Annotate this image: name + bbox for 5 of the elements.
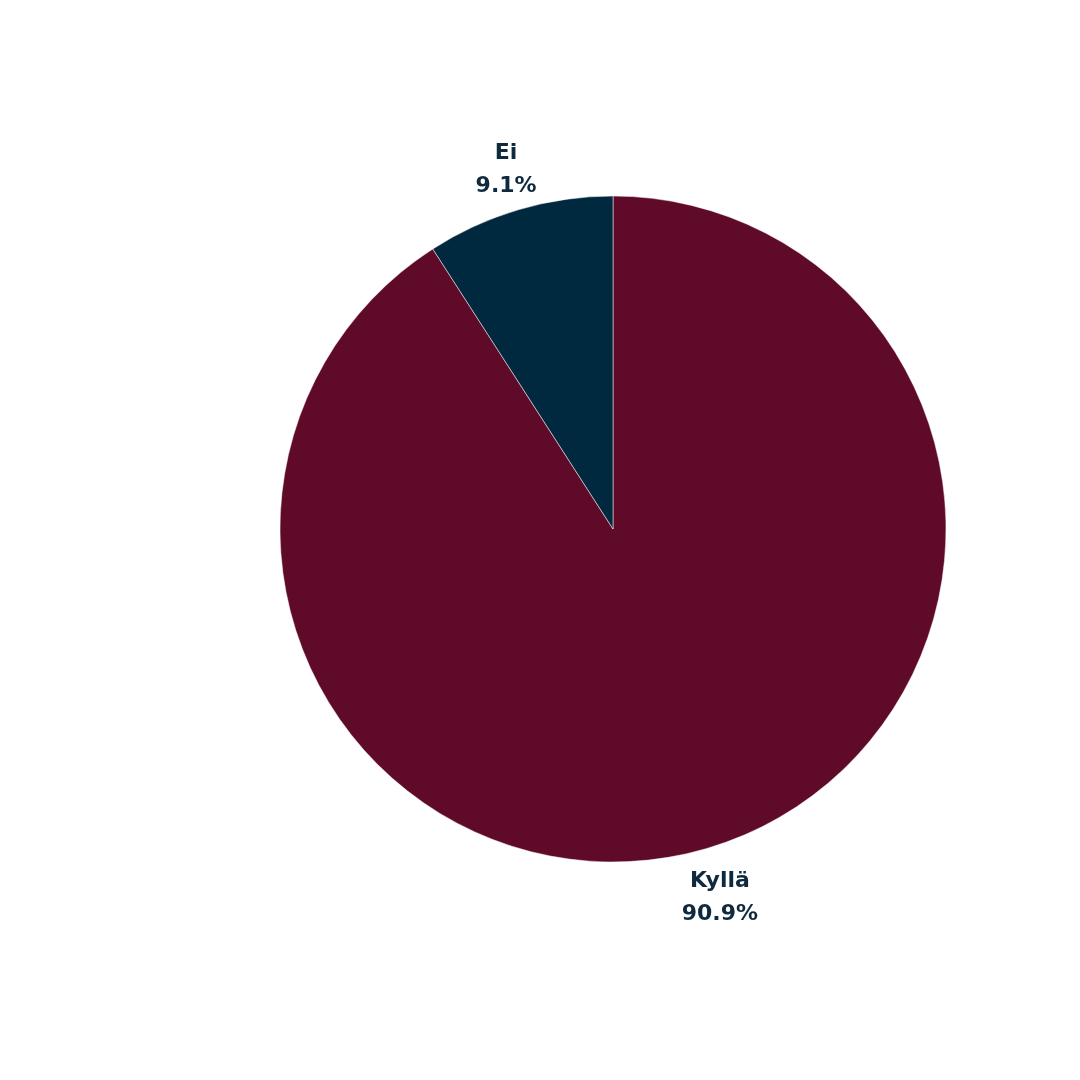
pie-slice [280, 195, 947, 863]
data-label: 90.9% [681, 899, 759, 925]
data-label: 9.1% [475, 172, 537, 198]
slice-label: Ei [494, 139, 518, 165]
slice-label: Kyllä [689, 866, 750, 892]
